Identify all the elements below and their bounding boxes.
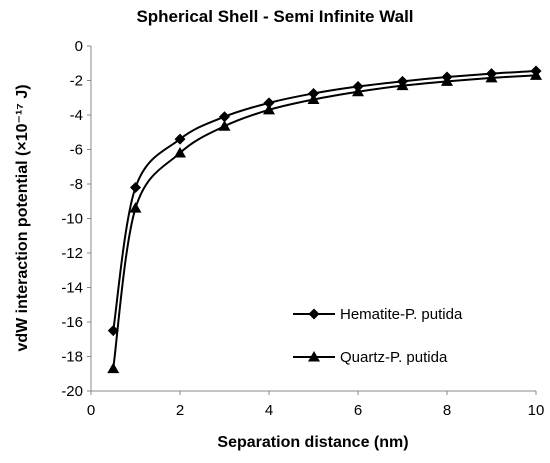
data-point-quartz bbox=[129, 202, 142, 213]
data-point-quartz bbox=[263, 103, 275, 115]
data-point-hematite bbox=[219, 111, 230, 123]
y-tick-label: -20 bbox=[61, 383, 83, 400]
data-point-quartz bbox=[307, 93, 320, 104]
y-tick-label: -8 bbox=[70, 176, 83, 193]
data-point-hematite bbox=[263, 97, 275, 109]
series-line-quartz bbox=[112, 74, 537, 369]
x-tick-label: 2 bbox=[176, 402, 184, 419]
y-tick-label: -6 bbox=[70, 142, 83, 159]
x-tick-label: 8 bbox=[443, 402, 451, 419]
x-tick-label: 10 bbox=[528, 402, 545, 419]
x-axis-label: Separation distance (nm) bbox=[217, 434, 408, 451]
data-point-hematite bbox=[174, 133, 186, 145]
legend-marker-hematite bbox=[308, 308, 320, 320]
data-point-quartz bbox=[530, 69, 542, 80]
data-point-quartz bbox=[174, 146, 186, 158]
y-tick-label: -18 bbox=[61, 349, 83, 366]
plot-area: 0-2-4-6-8-10-12-14-16-18-200 2 4 6 8 10Hemati… bbox=[61, 38, 544, 419]
y-tick-label: 0 bbox=[75, 38, 83, 55]
x-tick-label: 0 bbox=[87, 402, 95, 419]
data-point-quartz bbox=[107, 362, 120, 374]
data-point-quartz bbox=[396, 79, 409, 91]
y-tick-label: -16 bbox=[61, 314, 83, 331]
data-point-quartz bbox=[485, 71, 498, 83]
legend-label-quartz: Quartz-P. putida bbox=[340, 349, 448, 366]
chart-title: Spherical Shell - Semi Infinite Wall bbox=[136, 7, 413, 26]
y-tick-label: -10 bbox=[61, 211, 83, 228]
y-axis-label: vdW interaction potential (×10⁻¹⁷ J) bbox=[14, 84, 31, 351]
y-tick-label: -14 bbox=[61, 280, 83, 297]
series-line-hematite bbox=[112, 70, 537, 331]
y-tick-label: -2 bbox=[70, 73, 83, 90]
legend-label-hematite: Hematite-P. putida bbox=[340, 306, 463, 323]
data-point-quartz bbox=[352, 85, 364, 97]
x-tick-label: 6 bbox=[354, 402, 362, 419]
data-point-quartz bbox=[218, 120, 231, 131]
legend-marker-quartz bbox=[308, 351, 320, 362]
data-point-quartz bbox=[441, 75, 453, 86]
data-point-hematite bbox=[130, 181, 141, 193]
data-point-hematite bbox=[107, 325, 119, 337]
y-tick-label: -12 bbox=[61, 245, 83, 262]
data-point-hematite bbox=[308, 87, 319, 99]
x-tick-label: 4 bbox=[265, 402, 273, 419]
y-tick-label: -4 bbox=[70, 107, 83, 124]
